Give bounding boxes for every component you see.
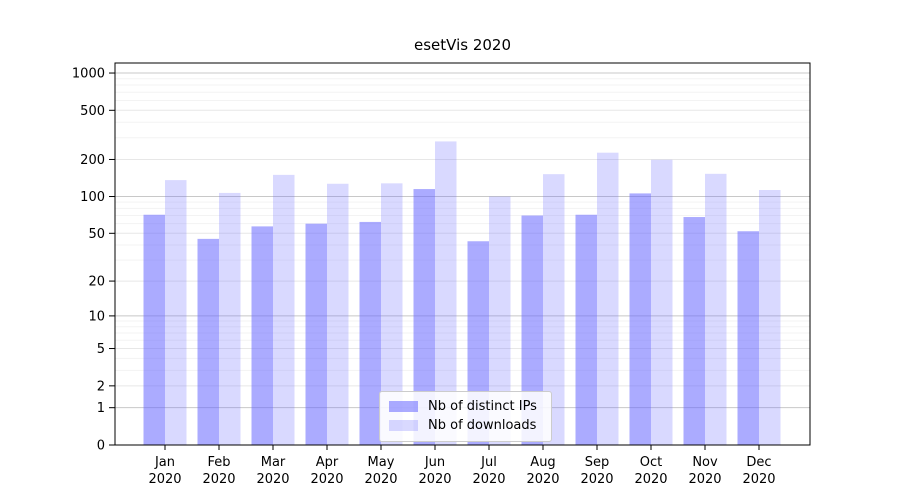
plot-border [114, 62, 811, 446]
legend: Nb of distinct IPs Nb of downloads [379, 391, 552, 442]
legend-item-downloads: Nb of downloads [389, 416, 537, 435]
bar-distinct-ips-jun [413, 189, 435, 445]
x-tick-label-month: Oct [640, 455, 662, 470]
x-tick-label-month: Sep [585, 455, 610, 470]
x-tick-label-month: Nov [692, 455, 718, 470]
x-tick-label-year: 2020 [364, 472, 397, 487]
bar-downloads-nov [705, 173, 727, 445]
bar-downloads-may [381, 183, 403, 446]
legend-swatch-downloads [389, 420, 418, 431]
x-tick-label-year: 2020 [634, 472, 667, 487]
y-tick-label: 0 [97, 439, 105, 454]
bar-downloads-jul [489, 196, 511, 445]
y-tick-label: 1 [97, 401, 105, 416]
x-tick-label-year: 2020 [472, 472, 505, 487]
x-tick-label-year: 2020 [526, 472, 559, 487]
bar-downloads-jan [165, 180, 187, 445]
bar-distinct-ips-sep [575, 214, 597, 445]
bar-downloads-feb [219, 192, 241, 445]
bar-distinct-ips-feb [197, 238, 219, 445]
x-tick-label-year: 2020 [310, 472, 343, 487]
y-tick-label: 20 [88, 275, 105, 290]
x-tick-label-year: 2020 [580, 472, 613, 487]
bar-distinct-ips-may [359, 221, 381, 445]
x-tick-label-year: 2020 [256, 472, 289, 487]
y-tick-label: 200 [80, 153, 105, 168]
y-tick-label: 2 [97, 379, 105, 394]
x-tick-label-year: 2020 [418, 472, 451, 487]
y-tick-label: 1000 [72, 67, 105, 82]
x-tick-label-month: Jan [154, 455, 175, 470]
x-tick-label-year: 2020 [742, 472, 775, 487]
x-tick-label-month: Aug [530, 455, 555, 470]
legend-label-distinct-ips: Nb of distinct IPs [428, 399, 537, 414]
x-tick-label-year: 2020 [202, 472, 235, 487]
bar-downloads-aug [543, 174, 565, 446]
bar-downloads-apr [327, 183, 349, 445]
bar-distinct-ips-nov [683, 217, 705, 445]
x-tick-label-month: Feb [207, 455, 230, 470]
x-tick-label-year: 2020 [148, 472, 181, 487]
bar-downloads-dec [759, 190, 781, 445]
legend-label-downloads: Nb of downloads [428, 418, 537, 433]
legend-item-distinct-ips: Nb of distinct IPs [389, 397, 537, 416]
x-tick-label-month: May [368, 455, 395, 470]
bar-downloads-mar [273, 174, 295, 446]
y-tick-label: 5 [97, 342, 105, 357]
y-tick-label: 100 [80, 190, 105, 205]
x-tick-label-year: 2020 [688, 472, 721, 487]
y-tick-label: 500 [80, 104, 105, 119]
y-tick-label: 10 [88, 309, 105, 324]
chart-title: esetVis 2020 [413, 36, 511, 54]
bar-distinct-ips-apr [305, 223, 327, 445]
bar-downloads-sep [597, 152, 619, 445]
bar-downloads-jun [435, 141, 457, 445]
bar-distinct-ips-mar [251, 226, 273, 445]
bar-distinct-ips-jan [143, 214, 165, 445]
x-tick-label-month: Dec [746, 455, 771, 470]
x-tick-label-month: Apr [316, 455, 339, 470]
bar-downloads-oct [651, 159, 673, 445]
x-tick-label-month: Jun [424, 455, 445, 470]
x-tick-label-month: Mar [261, 455, 286, 470]
bar-distinct-ips-dec [737, 231, 759, 445]
bar-distinct-ips-oct [629, 193, 651, 445]
legend-swatch-distinct-ips [389, 401, 418, 412]
x-tick-label-month: Jul [480, 455, 497, 470]
y-tick-label: 50 [88, 227, 105, 242]
bar-distinct-ips-aug [521, 215, 543, 445]
